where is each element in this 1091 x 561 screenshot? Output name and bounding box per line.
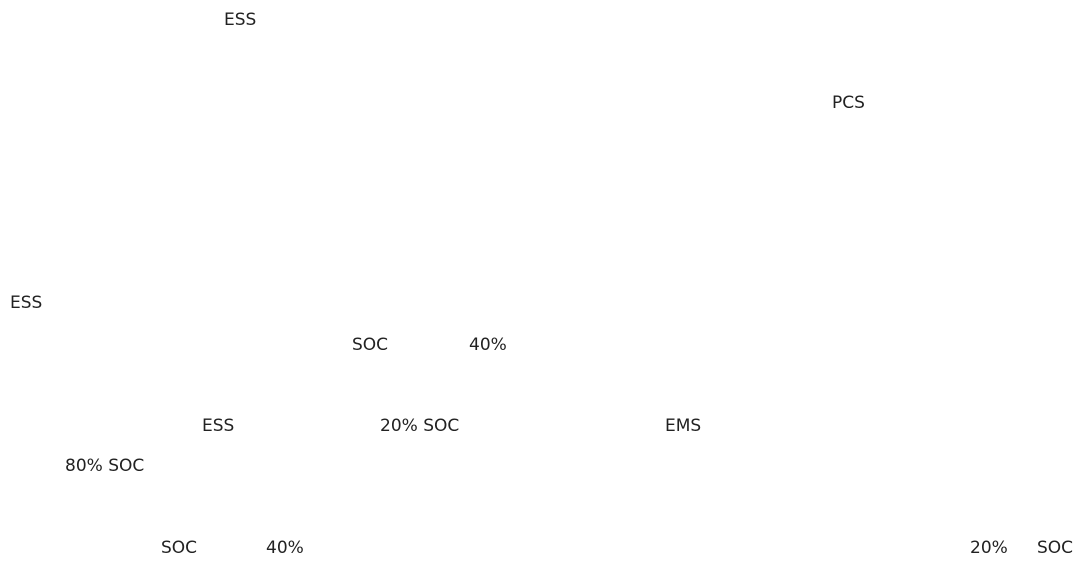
text-fragment: ESS [224,10,257,30]
text-fragment: 20% [970,538,1008,558]
text-fragment: 20% SOC [380,416,460,436]
text-fragment: 40% [266,538,304,558]
text-fragment: PCS [832,93,865,113]
text-fragment: ESS [10,293,43,313]
text-fragment: 40% [469,335,507,355]
text-fragment: EMS [665,416,702,436]
text-fragment: 80% SOC [65,456,145,476]
text-fragment: SOC [352,335,389,355]
text-fragment: SOC [161,538,198,558]
text-fragment: ESS [202,416,235,436]
text-fragment: SOC [1037,538,1074,558]
